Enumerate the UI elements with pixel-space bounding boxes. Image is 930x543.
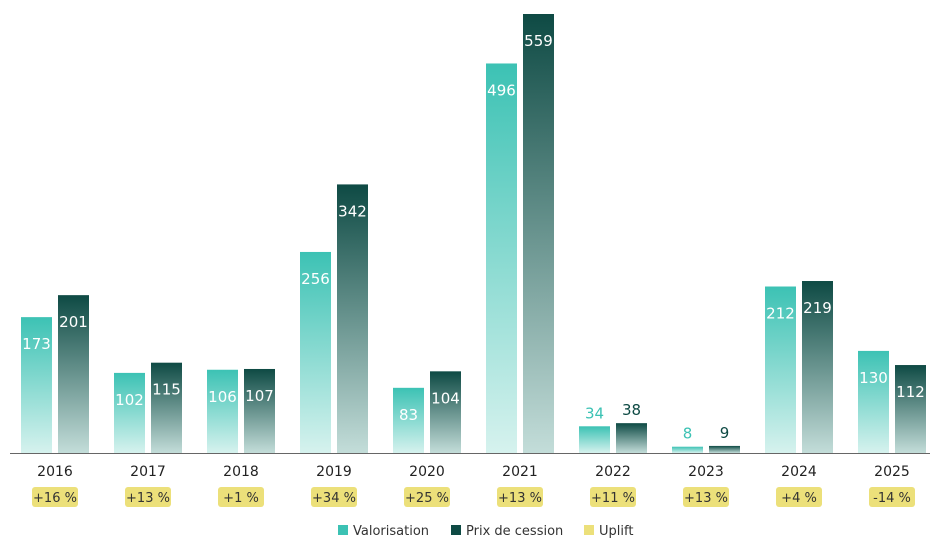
value-label-valorisation-2023: 8 [683, 425, 693, 443]
category-label-2025: 2025 [874, 464, 910, 480]
uplift-label-2016: +16 % [33, 491, 77, 506]
value-label-valorisation-2021: 496 [487, 81, 516, 99]
legend-swatch-uplift [584, 525, 594, 535]
value-label-valorisation-2018: 106 [208, 388, 237, 406]
value-label-valorisation-2022: 34 [585, 404, 604, 422]
bar-prix-de-cession-2025 [895, 365, 926, 453]
value-label-prix-de-cession-2020: 104 [431, 389, 460, 407]
value-label-prix-de-cession-2021: 559 [524, 32, 553, 50]
value-label-prix-de-cession-2024: 219 [803, 299, 832, 317]
uplift-badge-2020 [404, 487, 450, 507]
bar-prix-de-cession-2023 [709, 445, 740, 453]
legend: Valorisation Prix de cession Uplift [338, 524, 633, 539]
category-label-2018: 2018 [223, 464, 259, 480]
value-label-prix-de-cession-2018: 107 [245, 387, 274, 405]
uplift-label-2021: +13 % [498, 491, 542, 506]
uplift-label-2019: +34 % [312, 491, 356, 506]
value-label-valorisation-2020: 83 [399, 406, 418, 424]
legend-label-valorisation: Valorisation [353, 524, 429, 539]
bar-prix-de-cession-2017 [151, 362, 182, 453]
uplift-badge-2023 [683, 487, 729, 507]
value-label-valorisation-2017: 102 [115, 391, 144, 409]
value-label-prix-de-cession-2023: 9 [720, 424, 730, 442]
category-label-2020: 2020 [409, 464, 445, 480]
category-label-2024: 2024 [781, 464, 817, 480]
uplift-badge-2019 [311, 487, 357, 507]
bar-valorisation-2019 [300, 251, 331, 453]
value-label-prix-de-cession-2017: 115 [152, 381, 181, 399]
category-label-2016: 2016 [37, 464, 73, 480]
category-label-2022: 2022 [595, 464, 631, 480]
uplift-badge-2022 [590, 487, 636, 507]
legend-label-uplift: Uplift [599, 524, 633, 539]
labels-layer: 173 201 2016 +16 % 102 115 2017 +13 % 106 107 2018… [22, 32, 925, 507]
bar-prix-de-cession-2016 [58, 295, 89, 453]
category-label-2017: 2017 [130, 464, 166, 480]
bar-prix-de-cession-2020 [430, 371, 461, 453]
uplift-badge-2016 [32, 487, 78, 507]
bar-valorisation-2024 [765, 286, 796, 453]
value-label-valorisation-2016: 173 [22, 335, 51, 353]
value-label-prix-de-cession-2022: 38 [622, 401, 641, 419]
category-label-2023: 2023 [688, 464, 724, 480]
value-label-prix-de-cession-2016: 201 [59, 313, 88, 331]
legend-swatch-prix-de-cession [451, 525, 461, 535]
uplift-label-2018: +1 % [223, 491, 259, 506]
bar-valorisation-2025 [858, 350, 889, 453]
value-label-valorisation-2024: 212 [766, 305, 795, 323]
value-label-valorisation-2025: 130 [859, 369, 888, 387]
category-label-2019: 2019 [316, 464, 352, 480]
bar-valorisation-2023 [672, 446, 703, 453]
uplift-badge-2018 [218, 487, 264, 507]
value-label-prix-de-cession-2019: 342 [338, 202, 367, 220]
bar-valorisation-2016 [21, 317, 52, 453]
uplift-badge-2017 [125, 487, 171, 507]
bar-prix-de-cession-2018 [244, 368, 275, 453]
bar-valorisation-2020 [393, 387, 424, 453]
uplift-label-2017: +13 % [126, 491, 170, 506]
bar-prix-de-cession-2022 [616, 423, 647, 453]
uplift-label-2025: -14 % [873, 491, 911, 506]
bar-valorisation-2018 [207, 369, 238, 453]
uplift-badge-2021 [497, 487, 543, 507]
bar-valorisation-2021 [486, 63, 517, 453]
uplift-badge-2024 [776, 487, 822, 507]
legend-label-prix-de-cession: Prix de cession [466, 524, 563, 539]
uplift-label-2022: +11 % [591, 491, 635, 506]
bar-valorisation-2022 [579, 426, 610, 453]
uplift-label-2024: +4 % [781, 491, 817, 506]
bar-prix-de-cession-2021 [523, 14, 554, 453]
bars-layer [21, 14, 926, 453]
category-label-2021: 2021 [502, 464, 538, 480]
value-label-prix-de-cession-2025: 112 [896, 383, 925, 401]
bar-prix-de-cession-2019 [337, 184, 368, 453]
uplift-badge-2025 [869, 487, 915, 507]
value-label-valorisation-2019: 256 [301, 270, 330, 288]
bar-valorisation-2017 [114, 372, 145, 453]
legend-swatch-valorisation [338, 525, 348, 535]
bar-prix-de-cession-2024 [802, 281, 833, 453]
uplift-label-2023: +13 % [684, 491, 728, 506]
uplift-label-2020: +25 % [405, 491, 449, 506]
